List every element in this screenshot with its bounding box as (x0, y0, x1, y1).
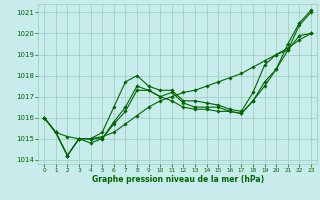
X-axis label: Graphe pression niveau de la mer (hPa): Graphe pression niveau de la mer (hPa) (92, 175, 264, 184)
